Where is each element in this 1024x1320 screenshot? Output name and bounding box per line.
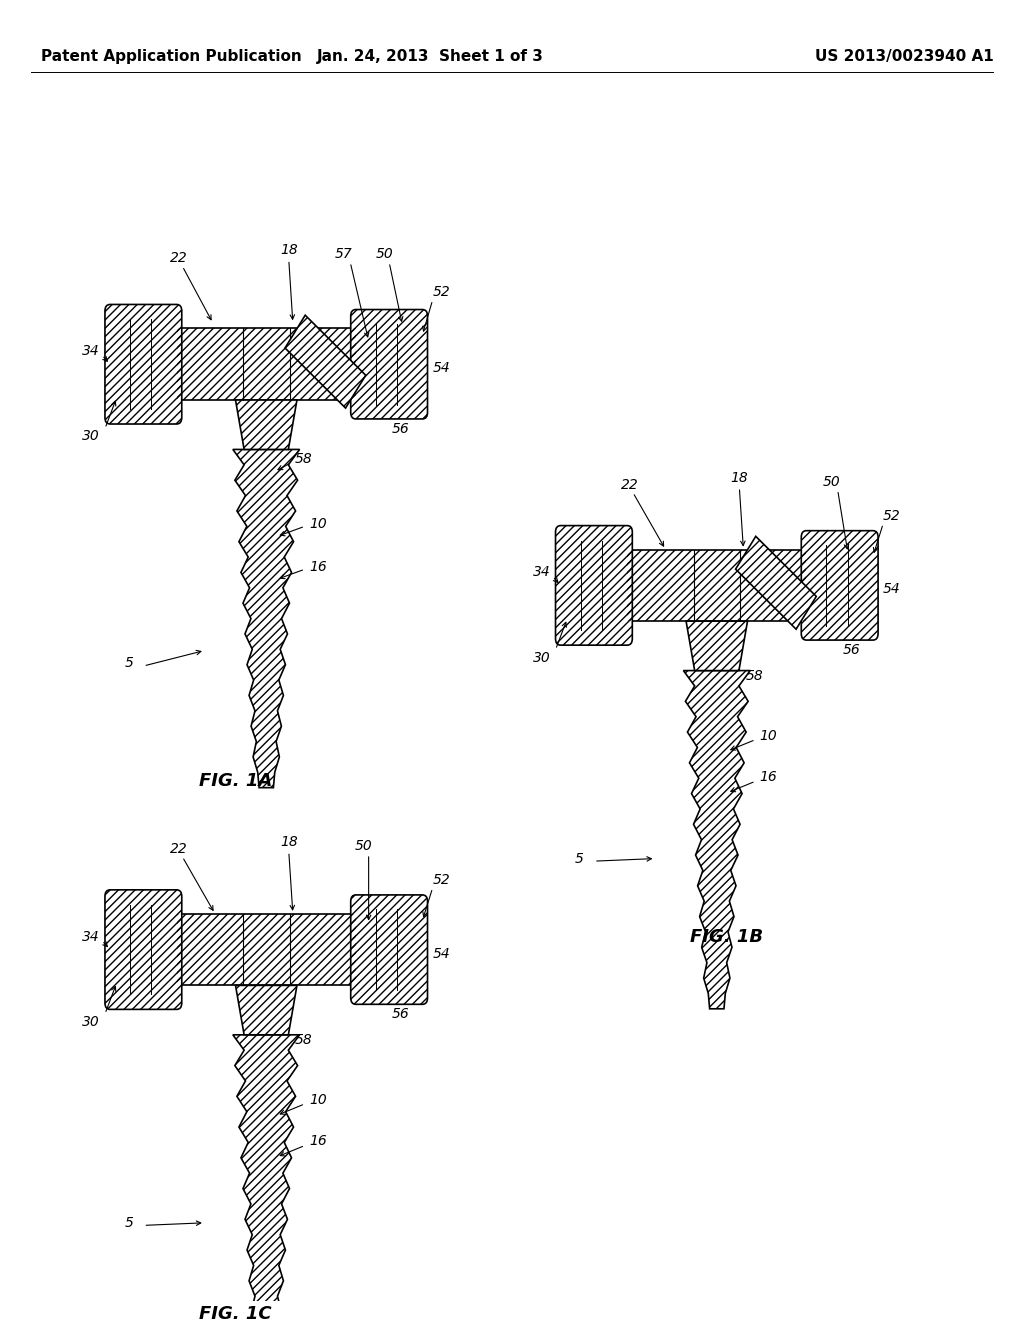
Text: Patent Application Publication: Patent Application Publication xyxy=(41,49,302,65)
Text: 58: 58 xyxy=(295,1034,312,1047)
Bar xyxy=(177,913,356,986)
Text: 16: 16 xyxy=(309,560,327,573)
Text: 18: 18 xyxy=(280,243,298,257)
FancyBboxPatch shape xyxy=(350,309,428,418)
Polygon shape xyxy=(236,986,297,1035)
Text: 58: 58 xyxy=(745,669,763,682)
Text: 50: 50 xyxy=(354,840,373,853)
Text: 52: 52 xyxy=(433,285,451,300)
Text: 56: 56 xyxy=(391,421,410,436)
FancyBboxPatch shape xyxy=(105,890,182,1010)
Text: 18: 18 xyxy=(280,836,298,849)
Text: 16: 16 xyxy=(309,1134,327,1148)
Text: 57: 57 xyxy=(335,247,353,261)
Text: 10: 10 xyxy=(760,729,777,743)
Text: 30: 30 xyxy=(82,429,100,444)
Text: FIG. 1B: FIG. 1B xyxy=(690,928,764,945)
Text: FIG. 1A: FIG. 1A xyxy=(199,771,272,789)
Bar xyxy=(627,549,806,622)
Bar xyxy=(627,549,806,622)
Text: 18: 18 xyxy=(730,471,749,484)
Bar xyxy=(177,329,356,400)
Text: 58: 58 xyxy=(295,451,312,466)
FancyBboxPatch shape xyxy=(105,305,182,424)
Text: 52: 52 xyxy=(433,873,451,887)
Text: 34: 34 xyxy=(82,345,100,358)
Text: Jan. 24, 2013  Sheet 1 of 3: Jan. 24, 2013 Sheet 1 of 3 xyxy=(316,49,544,65)
Polygon shape xyxy=(232,1035,300,1320)
Text: 54: 54 xyxy=(433,362,451,375)
FancyBboxPatch shape xyxy=(350,895,428,1005)
Text: 5: 5 xyxy=(124,1216,133,1230)
Text: US 2013/0023940 A1: US 2013/0023940 A1 xyxy=(814,49,993,65)
Text: 30: 30 xyxy=(82,1015,100,1028)
Bar xyxy=(177,913,356,986)
Text: 34: 34 xyxy=(532,565,550,579)
Text: 34: 34 xyxy=(82,929,100,944)
Text: 10: 10 xyxy=(309,1093,327,1107)
Text: 54: 54 xyxy=(883,582,901,597)
Text: 52: 52 xyxy=(883,508,901,523)
Text: 10: 10 xyxy=(309,516,327,531)
Text: 54: 54 xyxy=(433,946,451,961)
Text: 5: 5 xyxy=(124,656,133,671)
Polygon shape xyxy=(683,671,751,1008)
Text: 50: 50 xyxy=(822,475,841,488)
Text: 16: 16 xyxy=(760,771,777,784)
Polygon shape xyxy=(236,400,297,449)
Polygon shape xyxy=(232,449,300,788)
FancyBboxPatch shape xyxy=(801,531,878,640)
Text: 5: 5 xyxy=(574,851,584,866)
Text: 56: 56 xyxy=(391,1007,410,1020)
Text: 50: 50 xyxy=(376,247,394,261)
Text: 30: 30 xyxy=(532,651,550,664)
Text: 22: 22 xyxy=(170,251,188,265)
Bar xyxy=(177,329,356,400)
FancyBboxPatch shape xyxy=(555,525,632,645)
Polygon shape xyxy=(735,536,816,630)
Polygon shape xyxy=(285,315,366,408)
Text: 22: 22 xyxy=(170,842,188,855)
Text: FIG. 1C: FIG. 1C xyxy=(200,1305,271,1320)
Polygon shape xyxy=(686,622,748,671)
Text: 56: 56 xyxy=(842,643,860,657)
Text: 22: 22 xyxy=(621,478,639,491)
